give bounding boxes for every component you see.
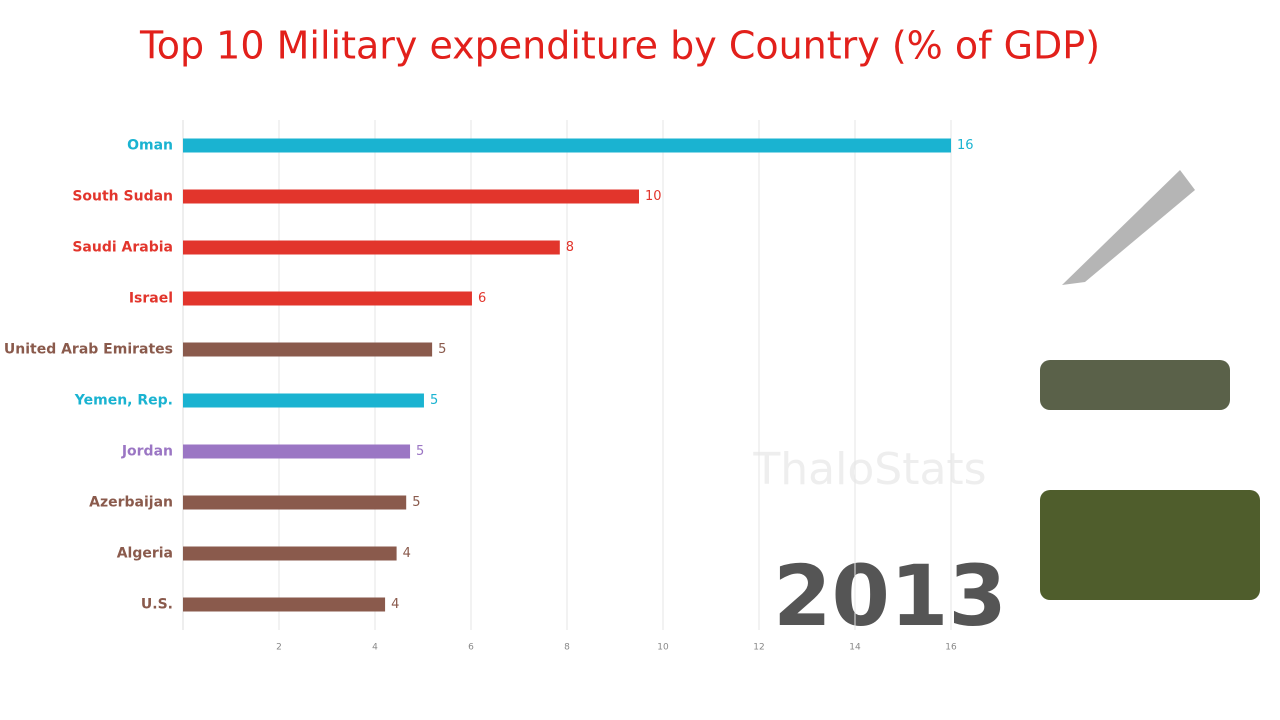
value-label: 5 (416, 444, 424, 459)
bar (183, 444, 411, 459)
x-tick-label: 10 (657, 643, 669, 653)
bar (183, 342, 433, 357)
value-label: 5 (430, 393, 438, 408)
value-label: 6 (478, 291, 486, 306)
category-label: Azerbaijan (89, 495, 173, 511)
category-label: United Arab Emirates (4, 342, 173, 358)
bar (183, 393, 424, 408)
truck-icon (1040, 490, 1260, 600)
bar (183, 546, 397, 561)
value-label: 4 (403, 546, 411, 561)
value-label: 5 (412, 495, 420, 510)
category-label: Jordan (121, 444, 173, 460)
category-label: Algeria (117, 546, 173, 562)
chart-title: Top 10 Military expenditure by Country (… (139, 24, 1100, 68)
x-tick-label: 14 (849, 643, 861, 653)
category-label: Yemen, Rep. (74, 393, 173, 409)
category-label: U.S. (141, 597, 173, 613)
bar (183, 291, 472, 306)
bar (183, 495, 407, 510)
category-label: Israel (129, 291, 173, 307)
value-label: 10 (645, 189, 662, 204)
category-label: South Sudan (72, 189, 173, 205)
tank-icon (1040, 360, 1230, 410)
bar (183, 138, 951, 153)
category-label: Saudi Arabia (72, 240, 173, 256)
jet-icon (1062, 170, 1195, 285)
year-label: 2013 (773, 547, 1007, 645)
category-label: Oman (127, 138, 173, 154)
x-tick-label: 4 (372, 643, 378, 653)
icons (1040, 170, 1260, 600)
bar (183, 189, 639, 204)
bar (183, 597, 386, 612)
x-tick-label: 6 (468, 643, 474, 653)
watermark: ThaloStats (752, 444, 986, 495)
value-label: 5 (438, 342, 446, 357)
x-tick-label: 8 (564, 643, 570, 653)
x-tick-label: 2 (276, 643, 282, 653)
value-label: 8 (566, 240, 574, 255)
x-tick-label: 16 (945, 643, 957, 653)
value-label: 4 (391, 597, 399, 612)
value-label: 16 (957, 138, 974, 153)
bar (183, 240, 560, 255)
x-tick-label: 12 (753, 643, 764, 653)
